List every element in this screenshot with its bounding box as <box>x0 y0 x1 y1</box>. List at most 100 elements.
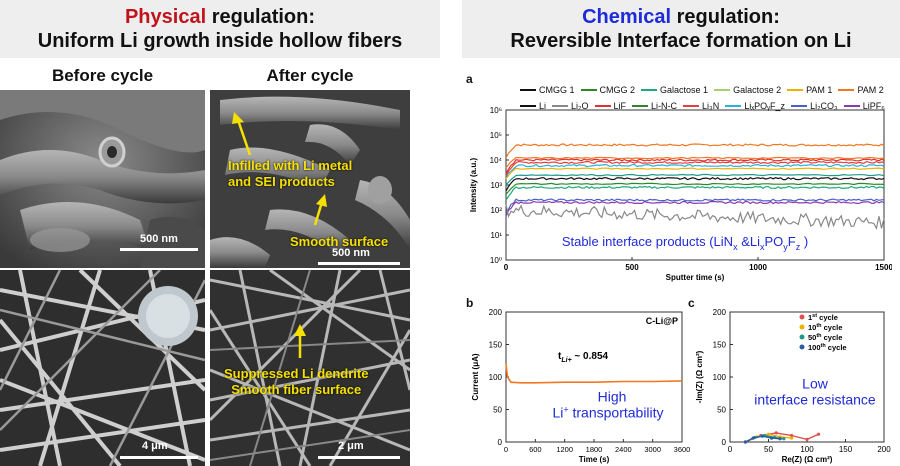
y-axis-label-b: Current (μA) <box>471 353 480 400</box>
legend-text: 10th cycle <box>808 323 842 332</box>
scale-label-tl: 500 nm <box>140 233 178 245</box>
legend-label: LiF <box>613 101 627 111</box>
y-tick-label: 0 <box>498 438 503 447</box>
nyquist-point <box>769 436 774 440</box>
legend-swatch <box>791 105 808 107</box>
legend-item: LiPF₆ <box>843 100 885 112</box>
x-axis-label: Sputter time (s) <box>666 273 725 282</box>
series-line-extra <box>505 173 885 186</box>
series-line <box>505 185 885 201</box>
y-axis-label-c: -Im(Z) (Ω cm²) <box>695 350 704 403</box>
nyquist-point <box>816 432 821 436</box>
x-tick-label: 100 <box>800 445 814 454</box>
x-tick-label: 1000 <box>749 263 767 272</box>
legend-swatch <box>580 89 597 91</box>
panel-b-label: b <box>466 296 474 310</box>
stable-interface-banner: Stable interface products (LiNx &LixPOyF… <box>562 234 808 252</box>
after-cycle-title: After cycle <box>266 66 354 85</box>
y-tick-label: 200 <box>489 308 503 317</box>
x-tick-label: 0 <box>728 445 733 454</box>
before-cycle-title: Before cycle <box>51 66 154 85</box>
high-note: High <box>598 389 627 405</box>
y-tick-label: 100 <box>713 373 727 382</box>
series-line <box>505 200 885 217</box>
x-tick-label: 2400 <box>615 445 632 454</box>
right-header-line1: Chemical regulation: <box>462 5 900 29</box>
fiber-mesh-before <box>0 270 205 466</box>
y-tick-label: 10² <box>490 206 502 215</box>
legend-swatch <box>683 105 700 107</box>
legend-item: CMGG 2 <box>580 84 636 96</box>
scale-bar-tl <box>120 248 198 251</box>
interface-resistance-note: interface resistance <box>754 391 876 407</box>
transference-number: tLi+ ~ 0.854 <box>558 351 609 364</box>
sem-before-top-art <box>0 90 205 268</box>
legend-item: Galactose 1 <box>641 84 708 96</box>
y-tick-label: 10⁰ <box>490 256 502 265</box>
legend-swatch <box>725 105 742 107</box>
legend-label: Galactose 1 <box>660 85 709 95</box>
legend-item: PAM 2 <box>838 84 884 96</box>
y-tick-label: 200 <box>713 308 727 317</box>
legend-row-1: CMGG 1 CMGG 2 Galactose 1 Galactose 2 PAM 1 P… <box>520 84 890 96</box>
legend-label: PAM 2 <box>857 85 884 95</box>
sem-after-bottom: Suppressed Li dendrite Smooth fiber surf… <box>210 270 410 466</box>
fiber-mesh-after <box>210 270 410 466</box>
current-line <box>505 363 683 384</box>
legend-text: 1st cycle <box>808 313 838 322</box>
legend-label: CMGG 2 <box>599 85 636 95</box>
scale-label-bl: 4 μm <box>142 440 168 452</box>
low-note: Low <box>802 376 829 392</box>
series-line-extra <box>505 182 885 195</box>
legend-item: PAM 1 <box>787 84 832 96</box>
right-header-keyword: Chemical <box>582 6 672 28</box>
legend-text: 50th cycle <box>808 333 842 342</box>
annotation-arrow-bottom <box>294 324 306 358</box>
nyquist-point <box>790 433 794 438</box>
x-tick-label: 3000 <box>644 445 661 454</box>
panel-c-label: c <box>688 296 695 310</box>
nyquist-point <box>774 431 778 435</box>
x-tick-label: 150 <box>839 445 853 454</box>
y-tick-label: 10³ <box>490 181 502 190</box>
nyquist-point <box>743 440 747 444</box>
legend-row-2: Li Li₂O LiF Li-N-C Li₃N LiₓPOᵧF_z Li₂CO₃ LiPF₆ <box>520 100 890 112</box>
plot-frame-b <box>505 311 683 443</box>
y-tick-label: 100 <box>489 373 503 382</box>
legend-marker <box>799 314 805 320</box>
legend-item: LiₓPOᵧF_z <box>725 100 785 112</box>
x-tick-label: 200 <box>877 445 891 454</box>
legend-swatch <box>838 89 855 91</box>
y-tick-label: 50 <box>493 406 502 415</box>
legend-swatch <box>714 89 731 91</box>
legend-swatch <box>594 105 611 107</box>
sem-before-top: 500 nm <box>0 90 205 268</box>
series-line <box>505 204 885 231</box>
series-line <box>505 163 885 180</box>
legend-label: Li-N-C <box>651 101 678 111</box>
tof-sims-chart: 10⁰ 10¹ 10² 10³ 10⁴ 10⁵ 10⁶ 0 500 1000 1500 Sputter… <box>469 106 892 282</box>
legend-item: Li-N-C <box>632 100 677 112</box>
x-tick-label: 50 <box>764 445 773 454</box>
left-header-line1: Physical regulation: <box>0 5 440 29</box>
li-transportability-note: Li+ transportability <box>552 404 663 420</box>
series-line <box>505 143 885 159</box>
nyquist-point <box>778 437 782 441</box>
legend-swatch <box>787 89 804 91</box>
legend-swatch <box>843 105 860 107</box>
scale-label-tr: 500 nm <box>332 247 370 259</box>
series-line <box>505 158 885 175</box>
legend-label: PAM 1 <box>806 85 833 95</box>
nyquist-point <box>766 432 771 436</box>
legend-swatch <box>520 89 536 91</box>
y-tick-label: 10⁵ <box>490 131 502 140</box>
legend-item: CMGG 1 <box>520 84 575 96</box>
y-tick-label: 10⁶ <box>490 106 502 115</box>
scale-bar-tr <box>318 262 400 265</box>
y-tick-label: 10⁴ <box>490 156 503 165</box>
x-axis-label-c: Re(Z) (Ω cm²) <box>782 455 833 464</box>
legend-label: Li <box>539 101 547 111</box>
x-tick-label: 600 <box>529 445 542 454</box>
y-tick-label: 0 <box>722 438 727 447</box>
cli-tag: C-Li@P <box>646 316 678 326</box>
